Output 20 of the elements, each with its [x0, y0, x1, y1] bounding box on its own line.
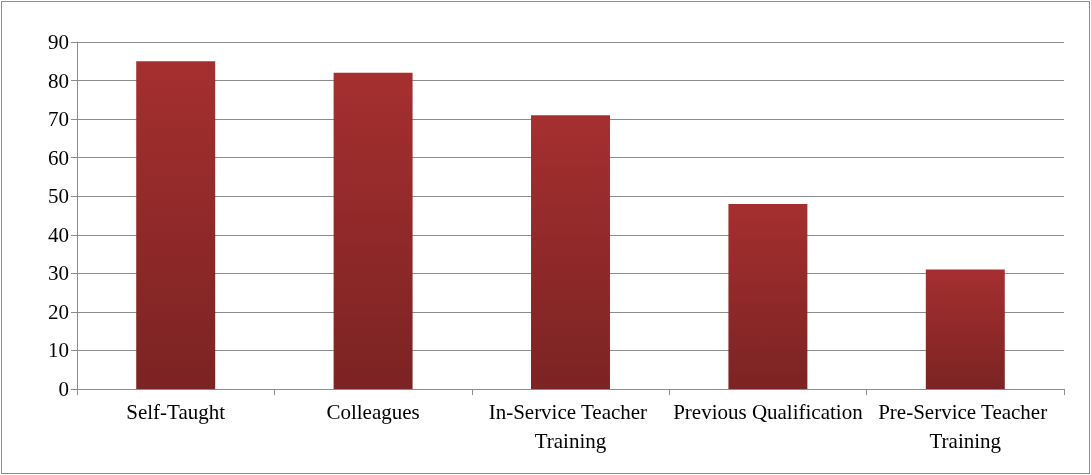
bar	[728, 203, 808, 389]
y-tick-label: 0	[58, 377, 69, 401]
y-tick-label: 20	[48, 299, 69, 324]
bar	[531, 115, 610, 389]
x-tick-label: Self-Taught	[126, 399, 226, 424]
y-tick-label: 80	[48, 68, 69, 93]
y-tick-label: 50	[48, 184, 69, 209]
y-tick-label: 60	[48, 145, 69, 170]
bar	[333, 72, 413, 389]
y-tick-label: 40	[48, 222, 69, 247]
y-tick-label: 90	[48, 30, 69, 54]
y-tick-label: 10	[48, 338, 69, 363]
x-tick-label: Colleagues	[326, 399, 420, 424]
x-tick-label: In-Service Teacher Training	[488, 399, 653, 453]
y-tick-label: 70	[48, 107, 69, 132]
y-tick-label: 30	[48, 261, 69, 286]
bar	[136, 61, 216, 389]
bar	[925, 269, 1005, 389]
x-tick-label: Previous Qualification	[673, 399, 864, 424]
x-tick-label: Pre-Service Teacher Training	[878, 399, 1053, 453]
